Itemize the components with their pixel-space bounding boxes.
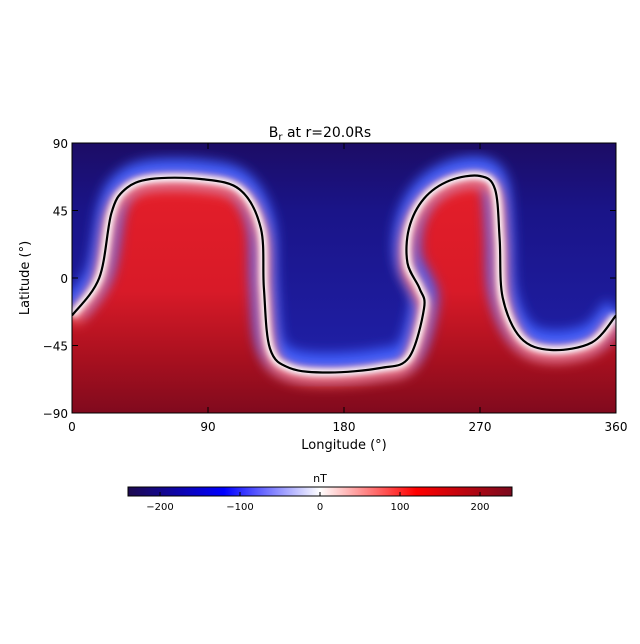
- y-tick-label: −45: [43, 340, 68, 354]
- x-tick-label: 360: [605, 420, 628, 434]
- colorbar-label: nT: [313, 472, 327, 485]
- zero-contour-line: [72, 174, 616, 374]
- colorbar-tick-label: −200: [146, 502, 173, 513]
- y-tick-label: 45: [53, 205, 68, 219]
- y-tick-label: −90: [43, 407, 68, 421]
- y-axis-label: Latitude (°): [18, 241, 33, 315]
- axes: 0 90 180 270 360 90 45 0 −45 −90: [43, 137, 628, 434]
- x-tick-label: 90: [200, 420, 215, 434]
- chart-title: Br at r=20.0Rs: [269, 125, 371, 143]
- x-axis-label: Longitude (°): [301, 438, 386, 453]
- colorbar-tick-label: −100: [226, 502, 253, 513]
- x-tick-label: 270: [469, 420, 492, 434]
- colorbar-tick-label: 0: [317, 502, 323, 513]
- x-tick-label: 180: [333, 420, 356, 434]
- y-tick-label: 90: [53, 137, 68, 151]
- colorbar-tick-label: 200: [470, 502, 489, 513]
- colorbar-tick-label: 100: [390, 502, 409, 513]
- colorbar-ticks: −200 −100 0 100 200: [146, 492, 490, 513]
- y-tick-label: 0: [60, 272, 68, 286]
- heatmap: [72, 143, 616, 413]
- x-tick-label: 0: [68, 420, 76, 434]
- heatmap-negative-field: [72, 143, 616, 373]
